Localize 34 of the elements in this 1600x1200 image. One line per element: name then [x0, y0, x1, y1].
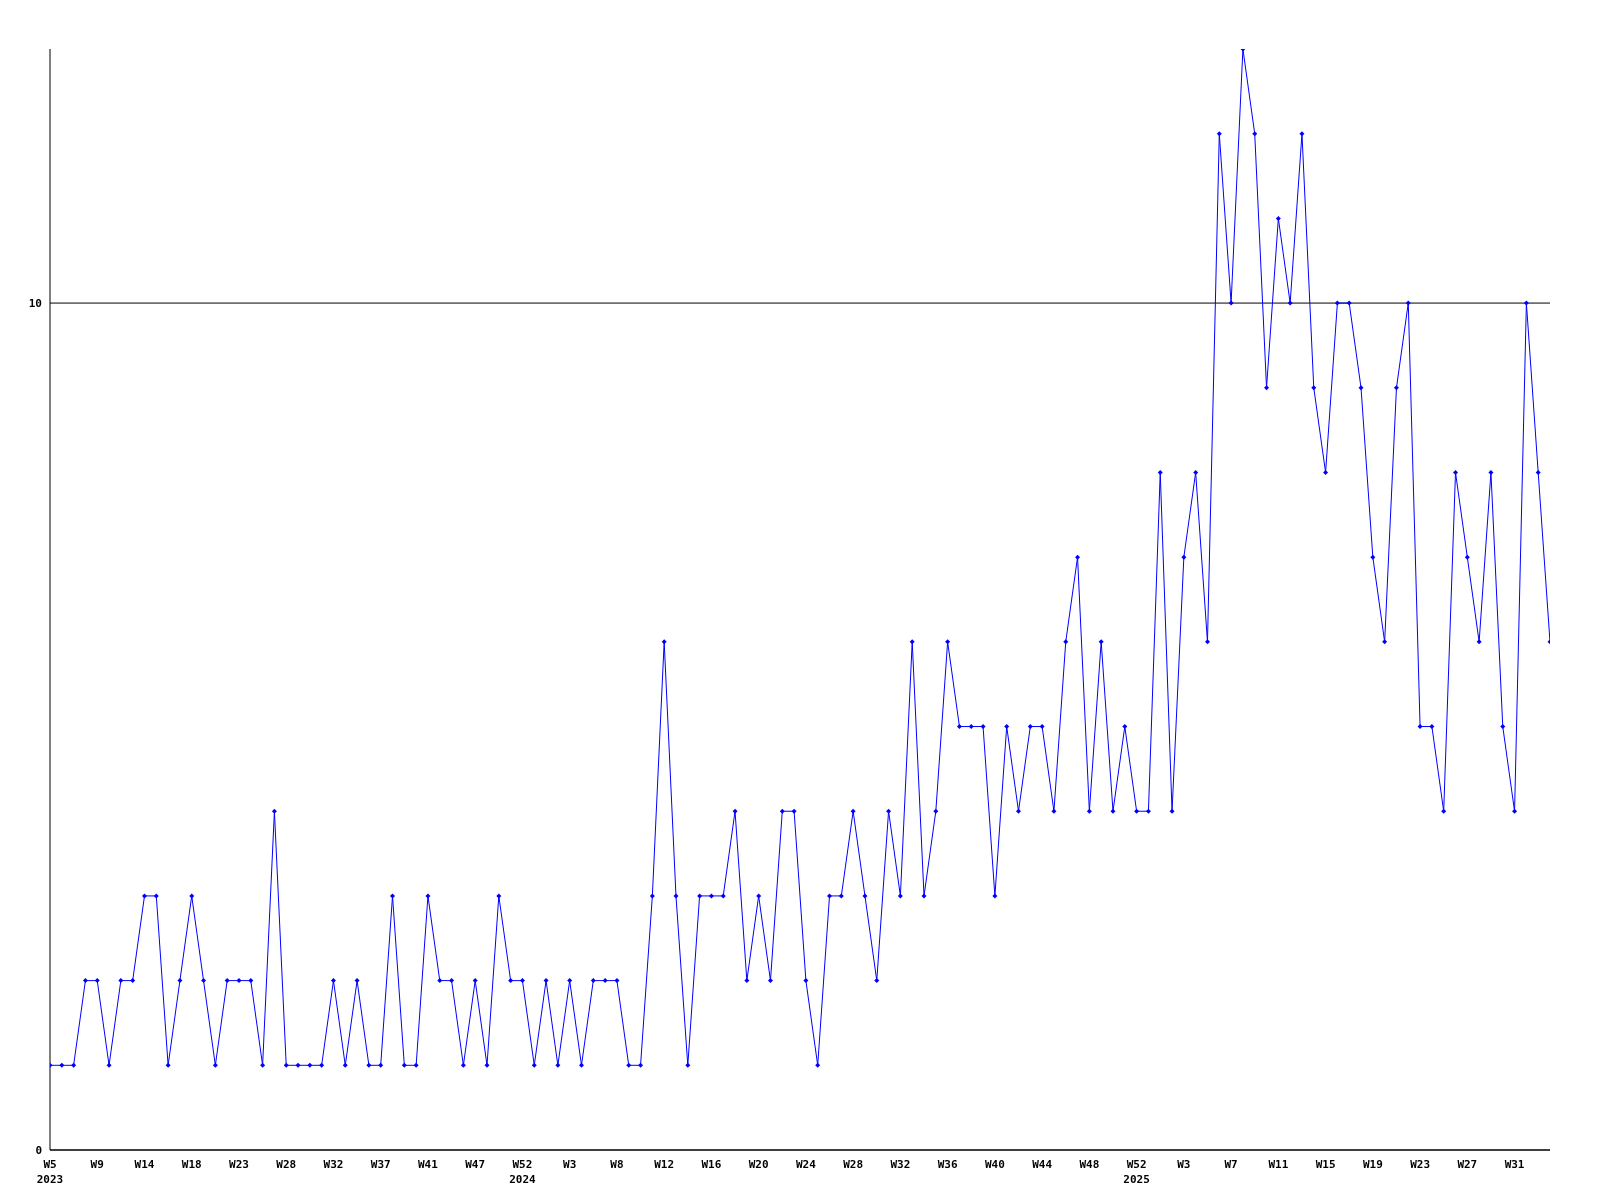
x-tick-label: W5 2023	[36, 1158, 64, 1186]
x-tick-label: W28	[843, 1158, 864, 1171]
x-tick-label: W40	[984, 1158, 1005, 1171]
y-tick-label: 10	[28, 296, 42, 310]
x-tick-label: W14	[134, 1158, 155, 1171]
x-tick-label: W52 2024	[509, 1158, 537, 1186]
x-tick-label: W44	[1032, 1158, 1053, 1171]
x-tick-label: W24	[795, 1158, 817, 1171]
x-tick-label: W19	[1362, 1158, 1383, 1171]
x-tick-label: W27	[1457, 1158, 1478, 1171]
x-tick-label: W20	[748, 1158, 769, 1171]
x-tick-label: W3	[563, 1158, 577, 1171]
x-tick-label: W16	[701, 1158, 722, 1171]
x-tick-label: W52 2025	[1123, 1158, 1150, 1186]
x-tick-label: W32	[323, 1158, 344, 1171]
x-tick-label: W23	[229, 1158, 249, 1171]
x-tick-label: W7	[1224, 1158, 1238, 1171]
x-tick-label: W41	[418, 1158, 439, 1171]
x-tick-label: W37	[370, 1158, 391, 1171]
x-tick-label: W36	[937, 1158, 958, 1171]
y-tick-label: 0	[35, 1143, 42, 1157]
x-tick-label: W12	[654, 1158, 675, 1171]
x-tick-label: W32	[890, 1158, 911, 1171]
x-tick-label: W11	[1268, 1158, 1289, 1171]
x-tick-label: W15	[1315, 1158, 1336, 1171]
x-tick-label: W28	[276, 1158, 297, 1171]
x-tick-label: W3	[1177, 1158, 1191, 1171]
x-tick-label: W31	[1504, 1158, 1525, 1171]
x-tick-label: W8	[610, 1158, 624, 1171]
x-tick-label: W18	[181, 1158, 202, 1171]
x-tick-label: W23	[1410, 1158, 1431, 1171]
x-tick-label: W47	[465, 1158, 486, 1171]
x-tick-label: W9	[90, 1158, 104, 1171]
x-tick-label: W48	[1079, 1158, 1100, 1171]
